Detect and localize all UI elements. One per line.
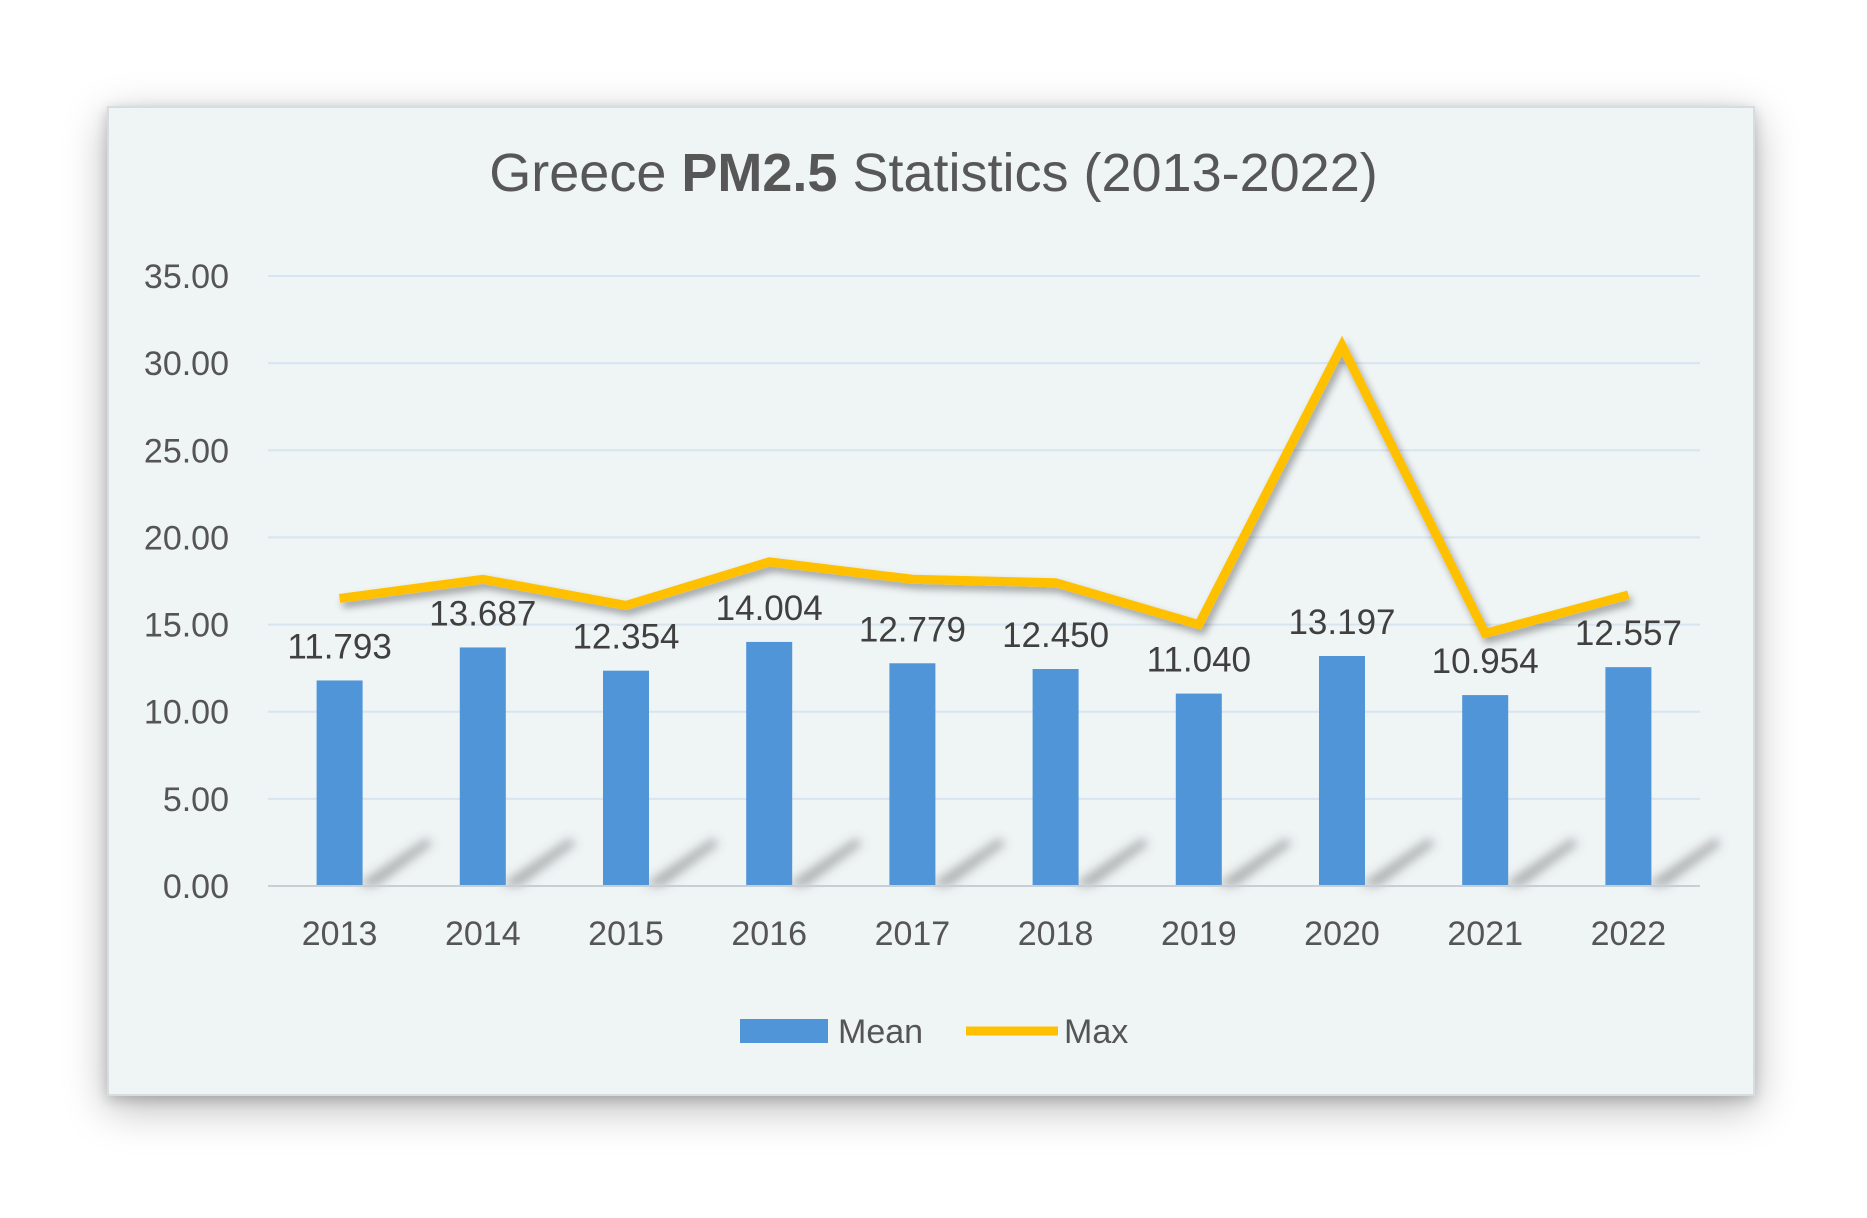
- y-tick-label: 25.00: [144, 432, 229, 470]
- max-line: [339, 335, 1630, 639]
- bar-shadow: [645, 838, 719, 886]
- chart-title-part-3: Statistics (2013-2022): [837, 143, 1378, 203]
- mean-bar: [316, 680, 363, 886]
- mean-bar: [603, 670, 649, 886]
- mean-bar: [1319, 655, 1365, 886]
- x-tick-label: 2013: [302, 915, 378, 953]
- mean-bar: [746, 641, 793, 886]
- bar-shadow: [1504, 838, 1579, 886]
- mean-bar: [459, 647, 506, 886]
- x-tick-label: 2014: [445, 915, 521, 953]
- data-label: 12.450: [1002, 616, 1109, 655]
- bar-shadow: [1361, 838, 1435, 886]
- x-axis: 2013 2014 2015 2016 2017 2018 2019 2020 2021 2022: [302, 915, 1666, 953]
- y-tick-label: 15.00: [144, 607, 229, 645]
- bar-shadow: [931, 838, 1006, 886]
- data-label: 13.197: [1288, 603, 1395, 642]
- mean-bar: [1605, 667, 1652, 886]
- mean-bar: [1032, 669, 1079, 886]
- y-axis: 0.00 5.00 10.00 15.00 20.00 25.00 30.00 35.00: [144, 258, 229, 906]
- legend-label-max: Max: [1064, 1013, 1128, 1051]
- bar-shadow: [358, 838, 433, 886]
- mean-bar: [1175, 693, 1222, 886]
- y-tick-label: 0.00: [163, 868, 229, 906]
- data-labels: 11.793 13.687 12.354 14.004 12.779 12.450 11.0…: [287, 589, 1682, 681]
- legend: Mean Max: [740, 1013, 1128, 1051]
- x-tick-label: 2016: [731, 915, 807, 953]
- mean-bar: [889, 663, 936, 886]
- y-tick-label: 20.00: [144, 519, 229, 557]
- chart-title-part-2: PM2.5: [681, 143, 838, 203]
- bar-shadows: [358, 838, 1722, 886]
- bar-shadow: [1074, 838, 1149, 886]
- mean-bar: [1462, 695, 1509, 886]
- chart-title: Greece PM2.5 Statistics (2013-2022): [0, 142, 1867, 204]
- legend-label-mean: Mean: [838, 1013, 923, 1051]
- y-tick-label: 30.00: [144, 345, 229, 383]
- max-series-line: [339, 335, 1630, 639]
- data-label: 13.687: [429, 594, 536, 633]
- chart-title-part-1: Greece: [489, 143, 682, 203]
- y-tick-label: 35.00: [144, 258, 229, 296]
- data-label: 11.040: [1147, 641, 1251, 680]
- x-tick-label: 2020: [1304, 915, 1380, 953]
- data-label: 11.793: [287, 627, 391, 666]
- bar-shadow: [501, 838, 576, 886]
- bar-shadow: [1217, 838, 1292, 886]
- bar-shadow: [788, 838, 863, 886]
- data-label: 12.354: [572, 618, 679, 657]
- x-tick-label: 2018: [1018, 915, 1094, 953]
- x-tick-label: 2021: [1447, 915, 1523, 953]
- data-label: 10.954: [1432, 642, 1539, 681]
- data-label: 12.557: [1575, 614, 1682, 653]
- chart-card: [107, 106, 1755, 1096]
- x-tick-label: 2015: [588, 915, 664, 953]
- data-label: 14.004: [716, 589, 823, 628]
- mean-bars: [316, 641, 1652, 886]
- x-tick-label: 2017: [875, 915, 951, 953]
- y-tick-label: 5.00: [163, 781, 229, 819]
- gridlines: [268, 275, 1700, 800]
- legend-swatch-mean: [740, 1019, 828, 1043]
- data-label: 12.779: [859, 610, 966, 649]
- y-tick-label: 10.00: [144, 694, 229, 732]
- x-tick-label: 2019: [1161, 915, 1237, 953]
- x-tick-label: 2022: [1591, 915, 1667, 953]
- bar-shadow: [1647, 838, 1722, 886]
